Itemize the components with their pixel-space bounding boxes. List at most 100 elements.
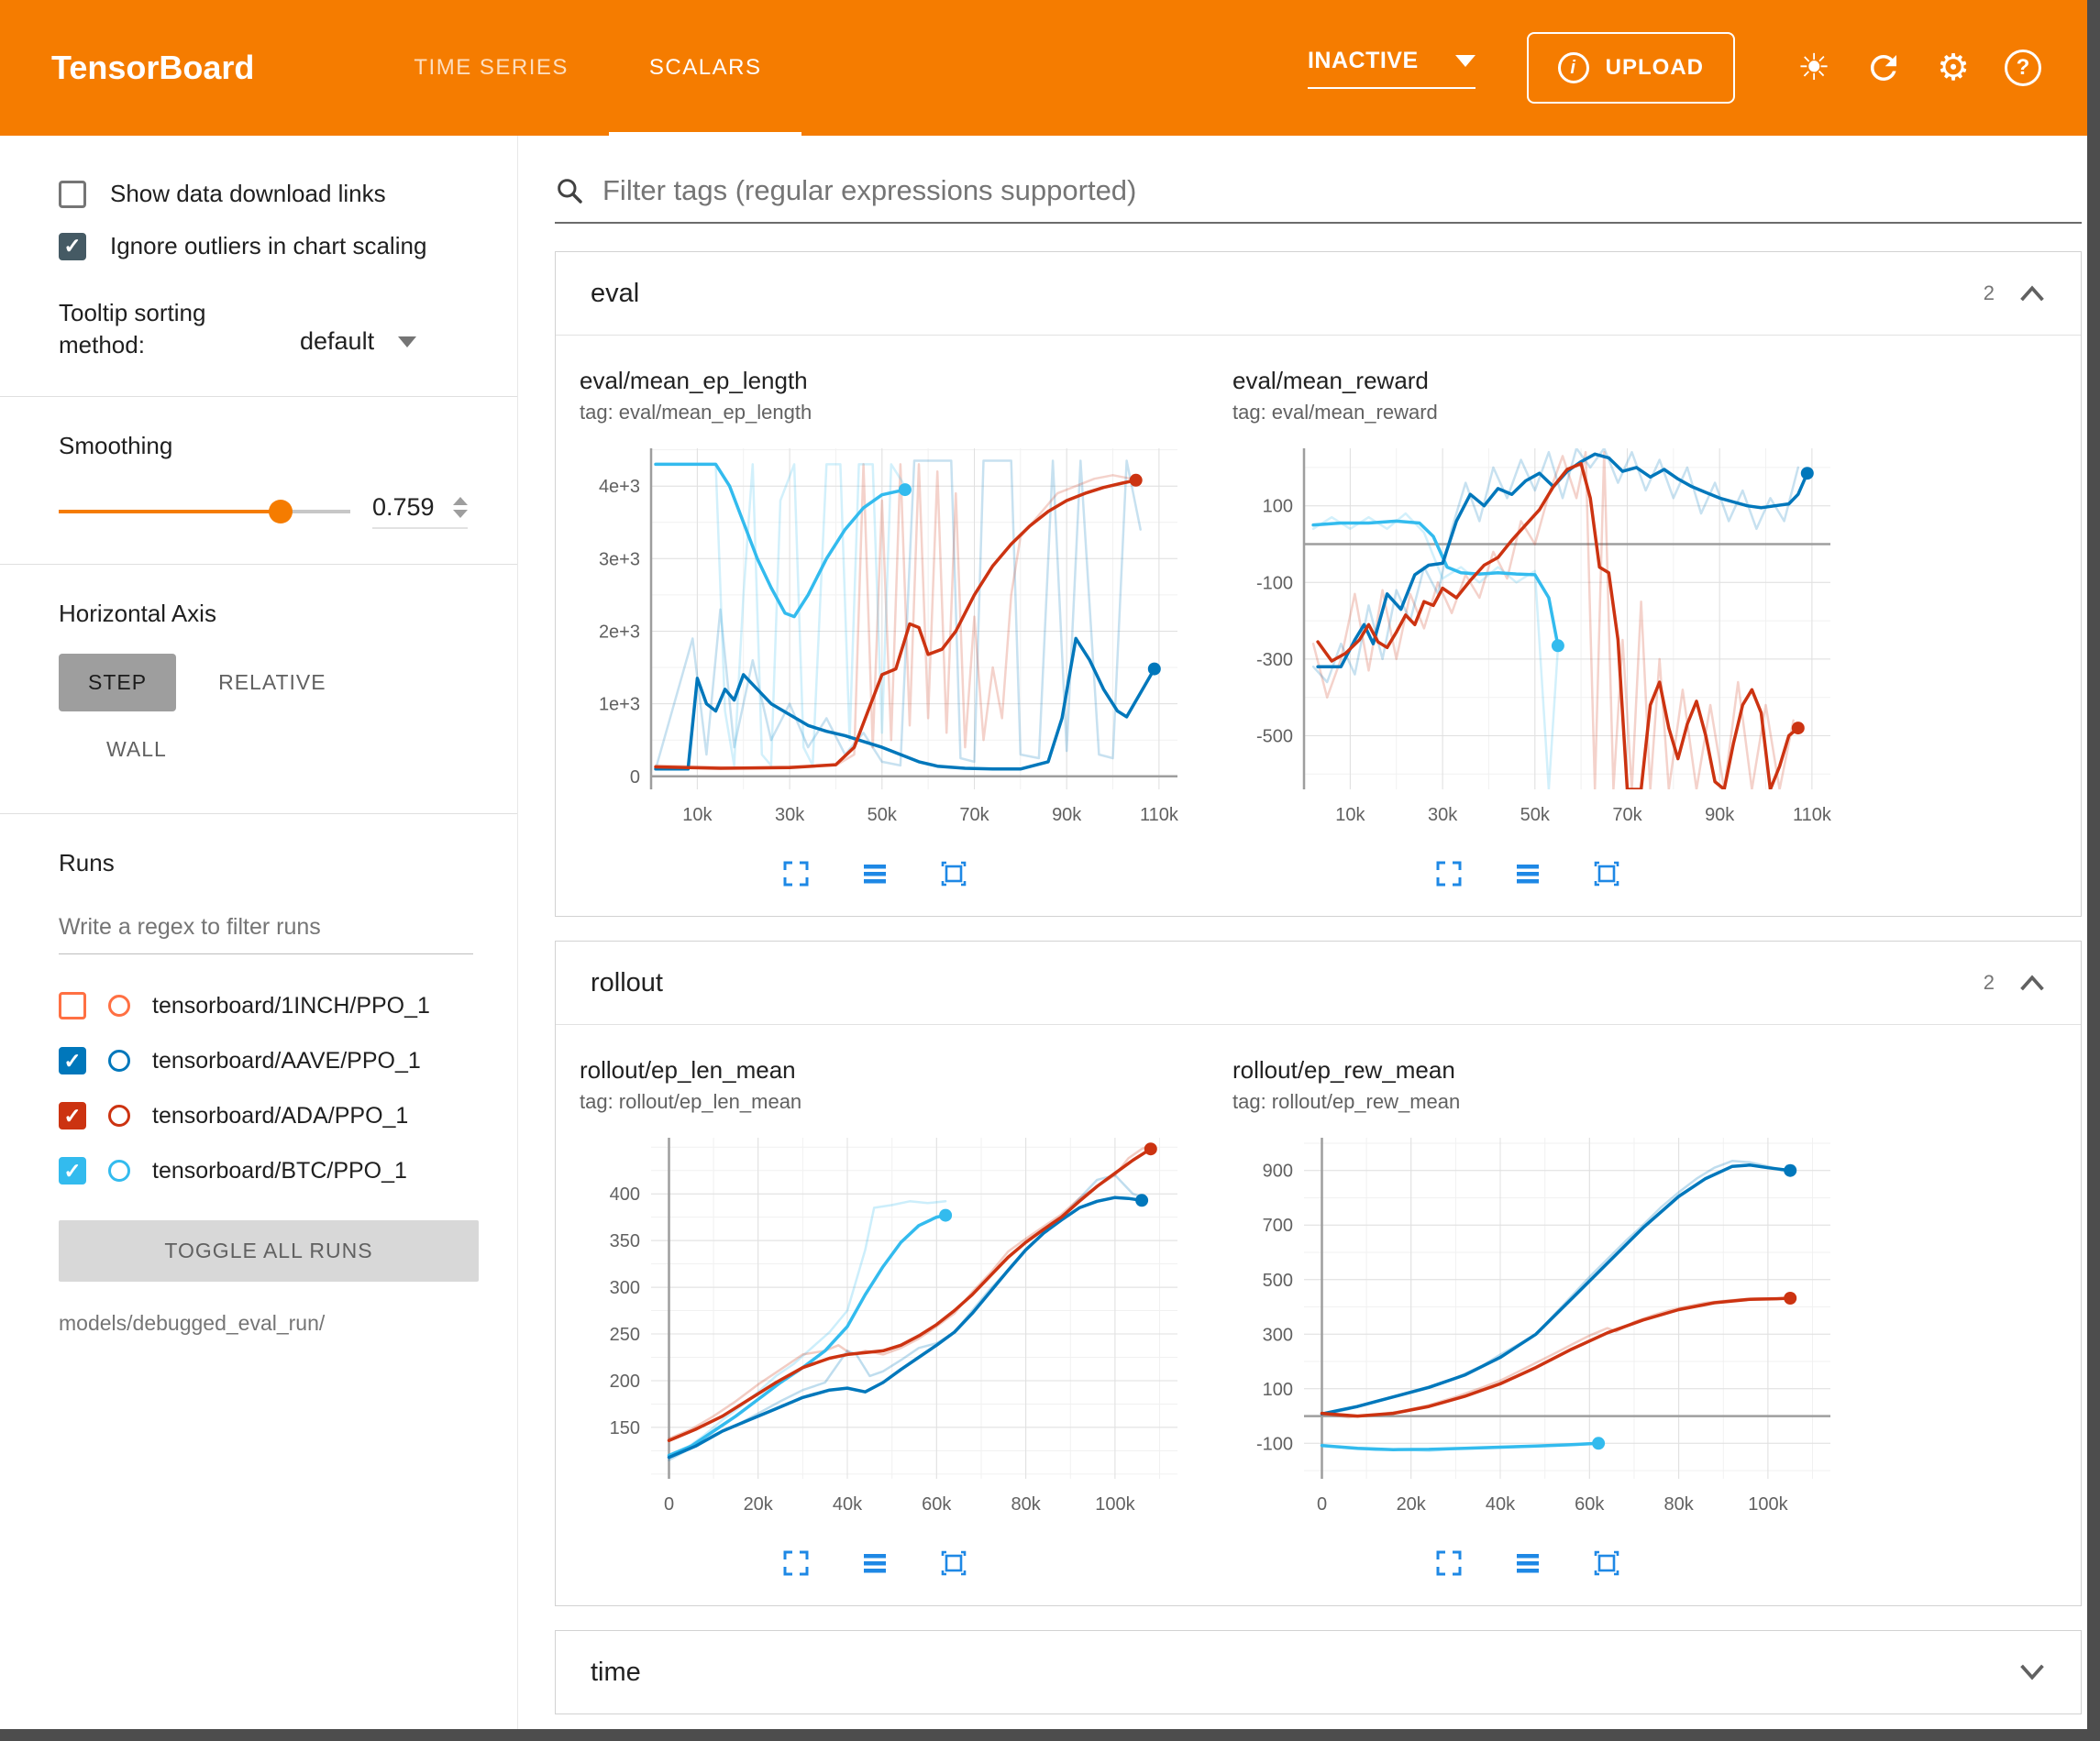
fit-domain-icon[interactable] xyxy=(934,854,973,896)
tooltip-sorting-dropdown[interactable]: default xyxy=(300,327,417,361)
svg-text:1e+3: 1e+3 xyxy=(599,695,640,715)
ignore-outliers-label: Ignore outliers in chart scaling xyxy=(110,232,427,259)
fit-domain-icon[interactable] xyxy=(1587,854,1626,896)
svg-text:2e+3: 2e+3 xyxy=(599,623,640,643)
svg-text:0: 0 xyxy=(664,1494,674,1515)
svg-text:50k: 50k xyxy=(1520,805,1551,825)
run-checkbox[interactable] xyxy=(59,1047,86,1075)
tooltip-sorting-value: default xyxy=(300,327,375,356)
fullscreen-icon[interactable] xyxy=(1430,854,1468,896)
stepper-up-icon[interactable] xyxy=(453,497,468,506)
chevron-up-icon[interactable] xyxy=(2018,284,2046,303)
fullscreen-icon[interactable] xyxy=(777,1544,815,1585)
section-title: time xyxy=(591,1657,641,1687)
slider-fill xyxy=(59,509,281,513)
axis-wall-button[interactable]: WALL xyxy=(77,721,196,778)
ignore-outliers-checkbox[interactable] xyxy=(59,232,86,260)
svg-text:100: 100 xyxy=(1263,1380,1293,1400)
smoothing-value-input[interactable] xyxy=(372,493,444,523)
chart-title: eval/mean_reward xyxy=(1232,367,1429,394)
fullscreen-icon[interactable] xyxy=(777,854,815,896)
horizontal-scrollbar[interactable] xyxy=(0,1729,2087,1741)
ignore-outliers-row[interactable]: Ignore outliers in chart scaling xyxy=(59,232,477,260)
upload-label: UPLOAD xyxy=(1605,55,1704,80)
section-rollout-header[interactable]: rollout 2 xyxy=(556,942,2081,1024)
run-item-1inch[interactable]: tensorboard/1INCH/PPO_1 xyxy=(59,978,477,1033)
toggle-all-runs-button[interactable]: TOGGLE ALL RUNS xyxy=(59,1220,479,1283)
smoothing-stepper[interactable] xyxy=(453,497,468,519)
section-eval-header[interactable]: eval 2 xyxy=(556,252,2081,335)
chart-eval-mean-ep-length: eval/mean_ep_length tag: eval/mean_ep_le… xyxy=(580,367,1232,896)
svg-text:40k: 40k xyxy=(833,1494,863,1515)
tooltip-sorting-row: Tooltip sorting method: default xyxy=(59,297,477,361)
run-checkbox[interactable] xyxy=(59,1102,86,1130)
svg-text:60k: 60k xyxy=(1575,1494,1605,1515)
chart-rollout-ep-rew-mean: rollout/ep_rew_mean tag: rollout/ep_rew_… xyxy=(1232,1056,1885,1585)
fit-domain-icon[interactable] xyxy=(1587,1544,1626,1585)
run-label: tensorboard/BTC/PPO_1 xyxy=(152,1157,407,1184)
run-color-circle xyxy=(108,1050,130,1073)
chart-canvas[interactable]: 0 20k 40k 60k 80k 100k -100 100 300 500 700 900 xyxy=(1232,1123,1885,1537)
chart-title: eval/mean_ep_length xyxy=(580,367,808,394)
show-download-links-checkbox[interactable] xyxy=(59,180,86,208)
run-checkbox[interactable] xyxy=(59,992,86,1020)
help-icon[interactable]: ? xyxy=(1995,40,2050,95)
run-color-circle xyxy=(108,1105,130,1128)
divider xyxy=(0,564,517,566)
run-item-btc[interactable]: tensorboard/BTC/PPO_1 xyxy=(59,1143,477,1198)
vertical-scrollbar[interactable] xyxy=(2087,0,2100,1741)
settings-gear-icon[interactable]: ⚙ xyxy=(1937,48,1970,88)
svg-text:3e+3: 3e+3 xyxy=(599,549,640,569)
svg-text:-300: -300 xyxy=(1256,650,1293,670)
runs-table-icon[interactable] xyxy=(856,1544,894,1585)
section-title: rollout xyxy=(591,967,663,997)
svg-text:350: 350 xyxy=(610,1231,640,1251)
chart-title: rollout/ep_len_mean xyxy=(580,1056,796,1084)
section-time-header[interactable]: time xyxy=(556,1631,2081,1713)
smoothing-slider[interactable] xyxy=(59,498,350,525)
axis-relative-button[interactable]: RELATIVE xyxy=(189,654,356,711)
runs-filter-input[interactable] xyxy=(59,905,473,955)
chevron-down-icon xyxy=(1454,54,1476,67)
chart-canvas[interactable]: 10k 30k 50k 70k 90k 110k 100 -100 -300 -500 xyxy=(1232,434,1885,847)
runs-table-icon[interactable] xyxy=(856,854,894,896)
top-bar: TensorBoard TIME SERIES SCALARS INACTIVE… xyxy=(0,0,2100,136)
axis-step-button[interactable]: STEP xyxy=(59,654,177,712)
runs-directory-path: models/debugged_eval_run/ xyxy=(59,1311,326,1336)
run-item-aave[interactable]: tensorboard/AAVE/PPO_1 xyxy=(59,1033,477,1088)
section-count: 2 xyxy=(1983,281,1995,304)
chart-canvas[interactable]: 10k 30k 50k 70k 90k 110k 0 1e+3 2e+3 3e+3 4e+3 xyxy=(580,434,1232,847)
tab-scalars[interactable]: SCALARS xyxy=(608,0,802,136)
chart-eval-mean-reward: eval/mean_reward tag: eval/mean_reward 1… xyxy=(1232,367,1885,896)
stepper-down-icon[interactable] xyxy=(453,510,468,519)
dashboard-main: eval 2 eval/mean_ep_length tag: eval/mea… xyxy=(518,136,2100,1741)
svg-text:700: 700 xyxy=(1263,1216,1293,1236)
slider-thumb[interactable] xyxy=(268,499,293,523)
show-download-links-row[interactable]: Show data download links xyxy=(59,180,477,208)
status-dropdown[interactable]: INACTIVE xyxy=(1307,48,1476,89)
main-tabs: TIME SERIES SCALARS xyxy=(373,0,802,136)
tab-time-series[interactable]: TIME SERIES xyxy=(414,55,569,80)
chevron-up-icon[interactable] xyxy=(2018,974,2046,992)
run-label: tensorboard/ADA/PPO_1 xyxy=(152,1102,409,1129)
chart-canvas[interactable]: 0 20k 40k 60k 80k 100k 150 200 250 300 350 400 xyxy=(580,1123,1232,1537)
top-bar-icons: ☀ ⚙ ? xyxy=(1779,40,2058,95)
svg-text:70k: 70k xyxy=(1612,805,1642,825)
runs-table-icon[interactable] xyxy=(1509,854,1547,896)
chart-rollout-ep-len-mean: rollout/ep_len_mean tag: rollout/ep_len_… xyxy=(580,1056,1232,1585)
brightness-icon[interactable]: ☀ xyxy=(1797,48,1830,88)
section-eval-body: eval/mean_ep_length tag: eval/mean_ep_le… xyxy=(556,335,2081,916)
chevron-down-icon[interactable] xyxy=(2018,1663,2046,1681)
run-checkbox[interactable] xyxy=(59,1157,86,1185)
divider xyxy=(0,813,517,815)
refresh-icon[interactable] xyxy=(1856,40,1911,95)
app-logo: TensorBoard xyxy=(51,49,255,86)
runs-table-icon[interactable] xyxy=(1509,1544,1547,1585)
tag-filter-input[interactable] xyxy=(602,174,2082,207)
run-label: tensorboard/AAVE/PPO_1 xyxy=(152,1047,421,1074)
upload-button[interactable]: i UPLOAD xyxy=(1526,32,1735,104)
fit-domain-icon[interactable] xyxy=(934,1544,973,1585)
run-item-ada[interactable]: tensorboard/ADA/PPO_1 xyxy=(59,1088,477,1143)
fullscreen-icon[interactable] xyxy=(1430,1544,1468,1585)
svg-text:20k: 20k xyxy=(1397,1494,1427,1515)
